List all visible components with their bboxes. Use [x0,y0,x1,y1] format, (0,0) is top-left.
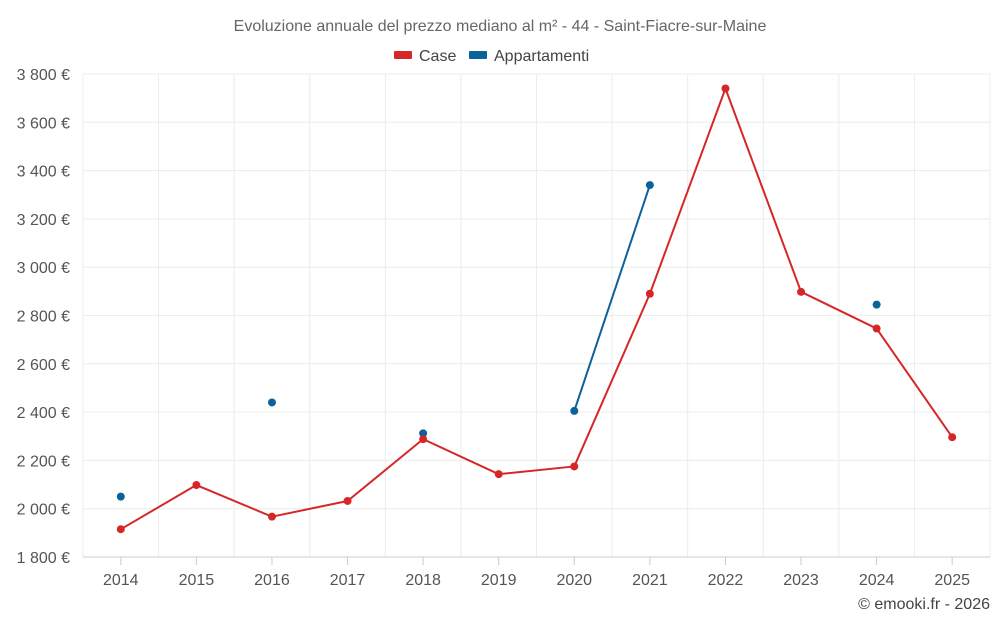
legend-item-case[interactable]: Case [394,48,456,65]
x-tick-label: 2019 [481,572,517,589]
data-point-case[interactable] [570,462,579,471]
x-tick-label: 2020 [556,572,592,589]
data-point-appartamenti[interactable] [645,181,654,190]
legend-swatch-case [394,51,412,59]
grid [82,73,991,558]
data-point-case[interactable] [494,470,503,479]
legend-label-appartamenti: Appartamenti [494,48,589,65]
data-point-case[interactable] [267,512,276,521]
legend-item-appartamenti[interactable]: Appartamenti [469,48,589,65]
data-point-case[interactable] [343,496,352,505]
x-axis-ticks: 2014 2015 2016 2017 2018 2019 2020 2021 2022 2023… [103,557,970,589]
data-point-appartamenti[interactable] [267,398,276,407]
data-point-case[interactable] [116,525,125,534]
y-axis-ticks: 1 800 € 2 000 € 2 200 € 2 400 € 2 600 € 2 800… [17,67,70,567]
y-tick-label: 2 000 € [17,502,70,519]
data-point-case[interactable] [419,435,428,444]
y-tick-label: 3 600 € [17,115,70,132]
series-case [116,84,957,534]
legend: Case Appartamenti [394,48,589,65]
y-tick-label: 3 400 € [17,164,70,181]
data-point-appartamenti[interactable] [116,492,125,501]
x-tick-label: 2023 [783,572,819,589]
data-point-case[interactable] [721,84,730,93]
x-tick-label: 2025 [934,572,970,589]
data-point-case[interactable] [797,287,806,296]
series-appartamenti [116,181,881,501]
x-tick-label: 2016 [254,572,290,589]
legend-swatch-appartamenti [469,51,487,59]
y-tick-label: 1 800 € [17,550,70,567]
series-line-case [120,87,954,531]
y-tick-label: 2 600 € [17,357,70,374]
x-tick-label: 2015 [179,572,215,589]
y-tick-label: 3 200 € [17,212,70,229]
x-tick-label: 2021 [632,572,668,589]
y-tick-label: 2 200 € [17,453,70,470]
data-point-case[interactable] [948,433,957,442]
data-point-case[interactable] [872,324,881,333]
data-point-appartamenti[interactable] [570,406,579,415]
chart-title: Evoluzione annuale del prezzo mediano al… [234,18,767,35]
y-tick-label: 2 400 € [17,405,70,422]
y-tick-label: 3 800 € [17,67,70,84]
series [116,84,957,534]
data-point-appartamenti[interactable] [872,300,881,309]
y-tick-label: 3 000 € [17,260,70,277]
data-point-case[interactable] [645,289,654,298]
x-tick-label: 2014 [103,572,139,589]
x-tick-label: 2018 [405,572,441,589]
y-tick-label: 2 800 € [17,309,70,326]
data-point-appartamenti[interactable] [419,429,428,438]
legend-label-case: Case [419,48,456,65]
credit-text: © emooki.fr - 2026 [858,596,990,613]
x-tick-label: 2022 [708,572,744,589]
x-tick-label: 2017 [330,572,366,589]
data-point-case[interactable] [192,481,201,490]
x-tick-label: 2024 [859,572,895,589]
series-line-appartamenti [573,184,651,412]
